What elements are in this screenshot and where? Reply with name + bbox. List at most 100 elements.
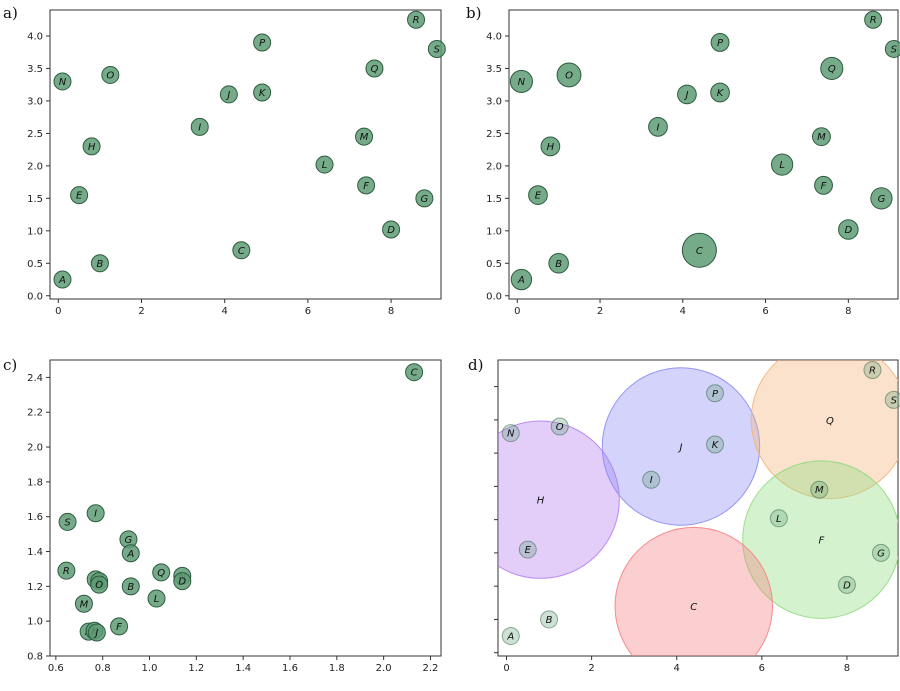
point-label: K bbox=[712, 440, 720, 451]
y-tick-label: 2.4 bbox=[27, 373, 43, 384]
axes-frame bbox=[508, 9, 899, 300]
point-label: O bbox=[106, 70, 114, 81]
point-H bbox=[82, 137, 101, 156]
point-P bbox=[253, 33, 272, 52]
point-L bbox=[147, 589, 166, 608]
point-I bbox=[642, 470, 661, 489]
point-S bbox=[884, 39, 900, 58]
x-tick-label: 6 bbox=[759, 663, 765, 674]
cluster-circle-F bbox=[742, 460, 898, 619]
point-E bbox=[528, 185, 548, 205]
point-label: A bbox=[517, 275, 525, 286]
point-label: Q bbox=[828, 64, 836, 75]
point-I bbox=[190, 117, 209, 136]
point-label: A bbox=[58, 275, 66, 286]
point-label: B bbox=[555, 259, 562, 270]
y-tick-label: 2.0 bbox=[27, 443, 43, 454]
point-G bbox=[415, 189, 434, 208]
point-P bbox=[706, 384, 725, 403]
point-label: A bbox=[126, 549, 134, 560]
point-M bbox=[810, 480, 829, 499]
point-label: P bbox=[717, 38, 724, 49]
point-label: D bbox=[844, 225, 852, 236]
y-tick-label: 3.5 bbox=[27, 64, 43, 75]
y-tick-label: 1.6 bbox=[27, 512, 43, 523]
y-tick-label: 1.5 bbox=[486, 194, 502, 205]
point-L bbox=[315, 155, 334, 174]
point-R bbox=[57, 561, 76, 580]
point-B bbox=[121, 577, 140, 596]
y-tick-label: 0.0 bbox=[486, 291, 502, 302]
point-label: E bbox=[535, 191, 542, 202]
point-S bbox=[58, 512, 77, 531]
point-label: N bbox=[507, 429, 515, 440]
x-tick-label: 4 bbox=[222, 306, 228, 317]
cluster-circle-C bbox=[614, 526, 773, 656]
point-I bbox=[86, 504, 105, 523]
cluster-circle-Q bbox=[750, 360, 898, 500]
point-label: K bbox=[717, 88, 725, 99]
point-label: L bbox=[776, 514, 782, 525]
point-label: S bbox=[64, 517, 71, 528]
point-label: I bbox=[198, 122, 201, 133]
point-label: I bbox=[94, 509, 97, 520]
point-M bbox=[74, 594, 93, 613]
point-label: O bbox=[565, 70, 573, 81]
point-J bbox=[87, 623, 106, 642]
x-tick-label: 0 bbox=[503, 663, 509, 674]
point-O bbox=[556, 62, 582, 88]
y-tick-label: 1.0 bbox=[486, 226, 502, 237]
scatter-points: CSIGARPEOBQNDLMHKJF bbox=[57, 363, 424, 642]
panel-label: a) bbox=[3, 4, 18, 22]
y-tick-label: 0.8 bbox=[27, 652, 43, 663]
point-A bbox=[510, 268, 533, 291]
point-label: G bbox=[877, 548, 885, 559]
point-label: J bbox=[683, 90, 688, 101]
point-E bbox=[70, 186, 89, 205]
point-O bbox=[101, 65, 120, 84]
cluster-label: H bbox=[537, 496, 545, 507]
point-P bbox=[710, 33, 730, 52]
y-tick-label: 2.5 bbox=[486, 129, 502, 140]
point-label: C bbox=[411, 368, 418, 379]
point-R bbox=[407, 10, 426, 29]
point-G bbox=[871, 543, 890, 562]
point-Q bbox=[820, 56, 844, 80]
point-label: P bbox=[712, 389, 719, 400]
point-label: O bbox=[556, 422, 564, 433]
panel-c: c) 0.6 0.8 1.0 1.2 1.4 1.6 1.8 2.0 2.2 0.8 1.0 1.2 1.… bbox=[3, 356, 442, 674]
x-tick-label: 2 bbox=[597, 306, 603, 317]
point-label: E bbox=[76, 191, 83, 202]
point-C bbox=[232, 241, 251, 260]
y-tick-label: 0.0 bbox=[27, 291, 43, 302]
point-A bbox=[501, 627, 520, 646]
x-tick-label: 1.8 bbox=[329, 663, 345, 674]
point-label: F bbox=[363, 181, 369, 192]
x-tick-label: 1.6 bbox=[282, 663, 298, 674]
point-label: S bbox=[434, 44, 441, 55]
point-label: I bbox=[650, 475, 653, 486]
point-label: D bbox=[387, 225, 395, 236]
point-label: R bbox=[870, 15, 877, 26]
point-label: E bbox=[525, 545, 532, 556]
point-M bbox=[355, 127, 374, 146]
x-tick-label: 0.8 bbox=[95, 663, 111, 674]
x-tick-label: 0 bbox=[55, 306, 61, 317]
x-tick-label: 2 bbox=[138, 306, 144, 317]
point-F bbox=[814, 175, 833, 195]
point-label: N bbox=[518, 77, 526, 88]
y-tick-label: 3.0 bbox=[27, 96, 43, 107]
point-A bbox=[53, 270, 72, 289]
panel-d: d) 0 2 4 6 8 H J Q F C A B D E G I K L M N O P R S bbox=[468, 356, 900, 674]
cluster-label: C bbox=[690, 602, 697, 613]
x-tick-label: 1.0 bbox=[142, 663, 158, 674]
panel-label: b) bbox=[466, 4, 481, 22]
point-label: N bbox=[59, 77, 67, 88]
point-A bbox=[121, 544, 140, 563]
point-label: B bbox=[127, 582, 134, 593]
point-H bbox=[540, 136, 561, 157]
point-D bbox=[838, 219, 859, 240]
point-label: D bbox=[178, 577, 186, 588]
x-tick-label: 2.0 bbox=[376, 663, 392, 674]
